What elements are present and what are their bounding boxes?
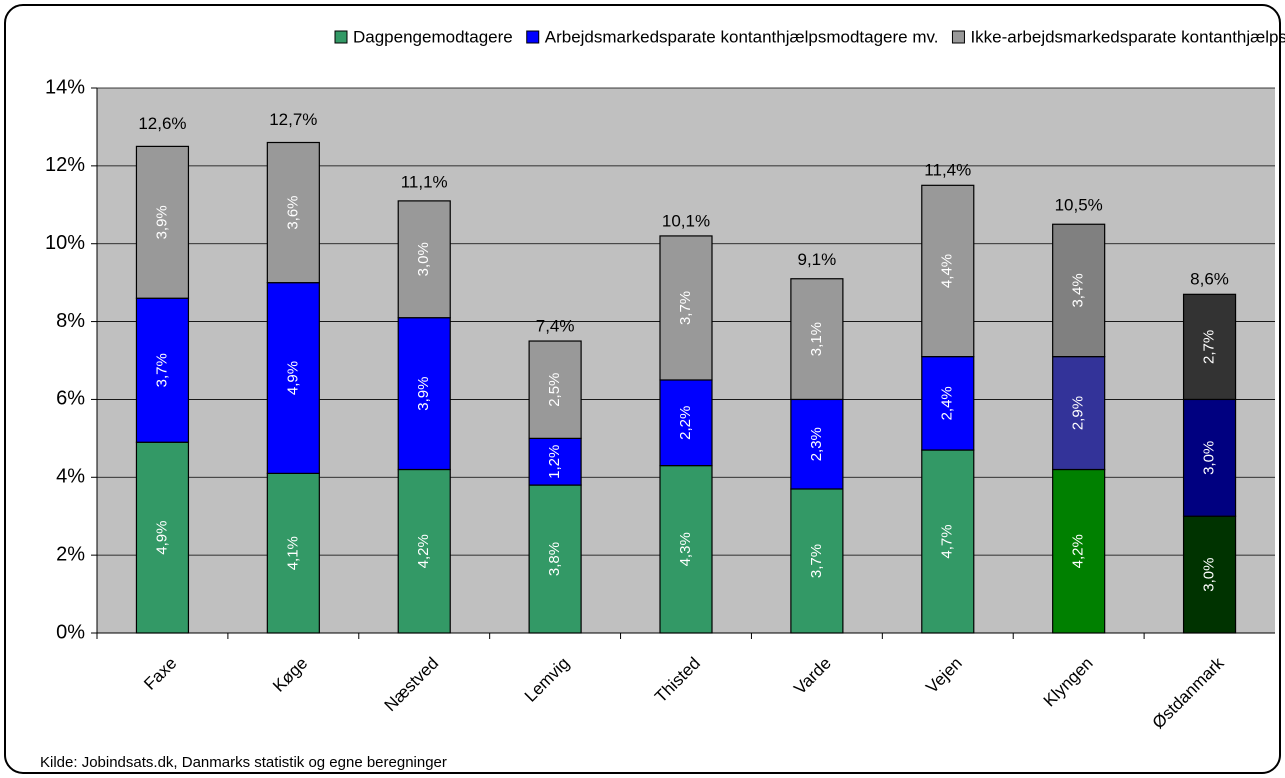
bar-segment [1052,223,1106,358]
bar-segment [528,437,582,486]
data-label: 2,4% [939,386,956,420]
y-tick-label: 10% [45,232,85,254]
y-tick-label: 0% [56,621,85,643]
bar-segment [528,484,582,634]
data-label: 4,7% [939,524,956,558]
data-label: 2,9% [1070,396,1087,430]
data-label: 3,6% [284,195,301,229]
y-tick-label: 12% [45,154,85,176]
y-tick-label: 6% [56,388,85,410]
bar-segment [1052,468,1106,634]
data-label: 2,2% [677,406,694,440]
bar-segment [135,297,190,443]
bar-segment [659,465,713,634]
data-label: 3,7% [808,544,825,578]
data-label: 2,3% [808,427,825,461]
bar-segment [921,356,975,451]
data-label: 4,4% [939,254,956,288]
legend-swatch [334,30,348,44]
bar-segment [397,468,451,634]
data-label: 4,3% [677,532,694,566]
data-label: 4,2% [1070,534,1087,568]
bar-segment [135,145,190,299]
data-label: 4,9% [284,361,301,395]
bar-segment [397,317,451,471]
data-label: 3,8% [546,542,563,576]
bar-segment [659,235,713,381]
data-label: 4,1% [284,536,301,570]
bar-segment [921,184,975,358]
bar-segment [397,200,451,319]
total-label: 10,1% [662,211,710,230]
y-tick-label: 4% [56,466,85,488]
bar-segment [1182,398,1237,517]
bar-segment [790,398,844,490]
bar-segment [266,472,320,634]
total-label: 7,4% [536,316,575,335]
bar-segment [790,278,844,401]
legend-label: Arbejdsmarkedsparate kontanthjælpsmodtag… [545,27,939,46]
total-label: 11,4% [924,161,971,180]
total-label: 12,7% [269,110,317,129]
y-tick-label: 2% [56,543,85,565]
data-label: 3,4% [1070,273,1087,307]
y-tick-label: 14% [45,76,85,98]
bar-segment [528,340,582,439]
bar-segment [1182,515,1237,634]
total-label: 11,1% [401,172,448,191]
data-label: 4,9% [153,521,170,555]
data-label: 3,1% [808,322,825,356]
bar-segment [1052,356,1106,471]
bar-segment [790,488,844,634]
bar-segment [921,449,975,634]
source: Kilde: Jobindsats.dk, Danmarks statistik… [40,754,447,771]
legend-label: Dagpengemodtagere [353,27,513,46]
total-label: 9,1% [798,250,837,269]
legend-swatch [526,30,540,44]
bar-segment [1182,293,1237,401]
data-label: 3,9% [153,205,170,239]
data-label: 4,2% [415,534,432,568]
total-label: 12,6% [138,114,186,133]
data-label: 3,9% [415,376,432,410]
data-label: 2,5% [546,373,563,407]
data-label: 3,0% [1201,441,1218,475]
data-label: 3,7% [677,291,694,325]
data-label: 3,7% [153,353,170,387]
legend-swatch [951,30,965,44]
data-label: 1,2% [546,445,563,479]
legend-label: Ikke-arbejdsmarkedsparate kontanthjælpsm… [970,27,1285,46]
bar-segment [266,282,320,474]
bar-segment [135,441,190,634]
total-label: 8,6% [1190,270,1229,289]
data-label: 3,0% [415,242,432,276]
y-tick-label: 8% [56,310,85,332]
total-label: 10,5% [1055,196,1103,215]
data-label: 3,0% [1201,558,1218,592]
data-label: 2,7% [1201,330,1218,364]
bar-segment [266,141,320,284]
